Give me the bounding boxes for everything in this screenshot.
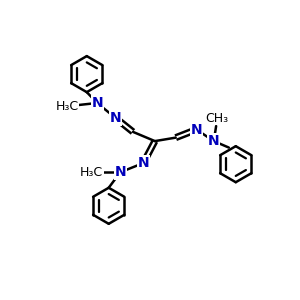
Text: CH₃: CH₃ <box>206 112 229 124</box>
Text: N: N <box>114 165 126 179</box>
Text: N: N <box>110 111 122 125</box>
Text: N: N <box>137 156 149 170</box>
Text: H₃C: H₃C <box>56 100 79 113</box>
Text: N: N <box>91 96 103 110</box>
Text: N: N <box>208 134 220 148</box>
Text: H₃C: H₃C <box>80 166 103 179</box>
Text: N: N <box>191 123 202 136</box>
